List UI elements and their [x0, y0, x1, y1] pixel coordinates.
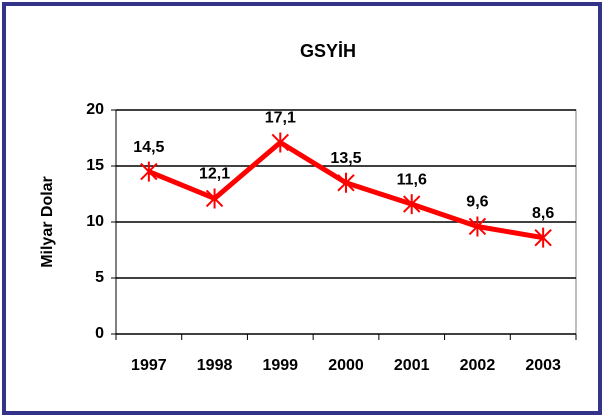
data-label: 12,1 — [199, 166, 230, 183]
x-tick-label: 2001 — [394, 357, 430, 374]
data-marker — [271, 132, 289, 153]
y-tick-label: 0 — [95, 325, 104, 342]
data-marker — [140, 161, 158, 182]
x-tick-label: 2003 — [525, 357, 561, 374]
y-axis-label: Milyar Dolar — [39, 176, 56, 268]
x-tick-label: 1999 — [262, 357, 298, 374]
data-label: 11,6 — [397, 171, 427, 188]
data-marker — [403, 194, 421, 215]
data-label: 13,5 — [330, 150, 361, 167]
data-marker — [205, 188, 224, 209]
data-marker — [468, 216, 487, 237]
x-tick-label: 1997 — [131, 357, 167, 374]
y-tick-label: 10 — [86, 213, 104, 230]
data-label: 8,6 — [532, 205, 554, 222]
y-tick-label: 20 — [86, 101, 104, 118]
data-label: 9,6 — [466, 194, 488, 211]
data-label: 14,5 — [133, 139, 164, 156]
y-tick-label: 5 — [95, 269, 104, 286]
y-tick-label: 15 — [86, 157, 104, 174]
x-tick-label: 2000 — [328, 357, 364, 374]
chart-title: GSYİH — [300, 41, 356, 61]
data-marker — [337, 172, 355, 193]
x-tick-label: 2002 — [460, 357, 496, 374]
x-tick-label: 1998 — [197, 357, 233, 374]
data-marker — [534, 227, 552, 248]
data-label: 17,1 — [265, 110, 296, 127]
